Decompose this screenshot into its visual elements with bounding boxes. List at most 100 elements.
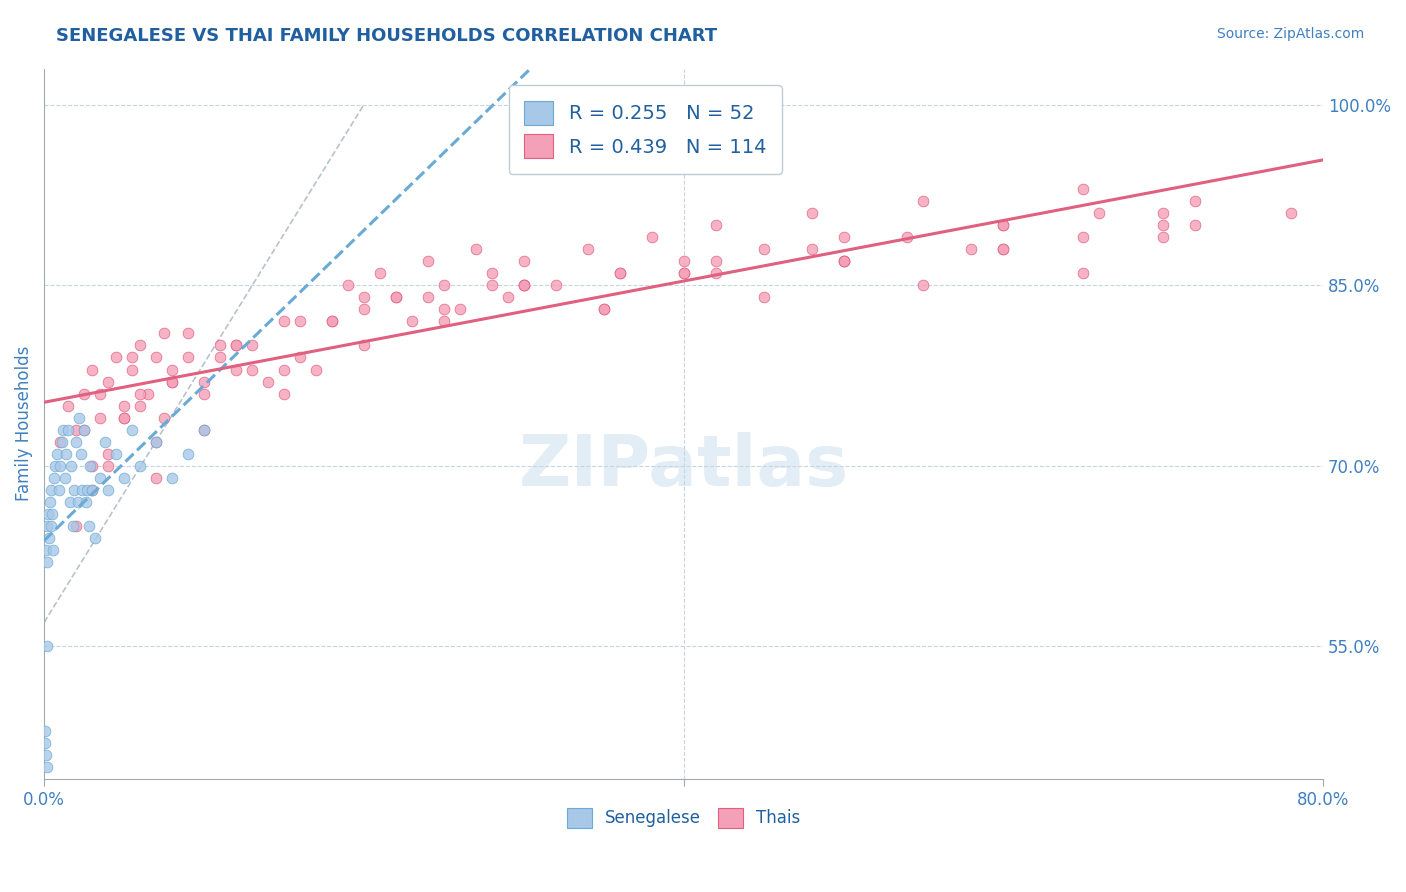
Point (75, 495, 97, 509)
Point (72, 483, 94, 497)
Point (832, 254, 855, 268)
Point (321, 314, 343, 328)
Point (59, 495, 82, 509)
Point (433, 302, 456, 317)
Point (513, 278, 536, 293)
Point (433, 278, 456, 293)
Point (97, 375, 120, 389)
Point (800, 242, 823, 256)
Point (121, 351, 143, 365)
Point (145, 434, 167, 449)
Point (704, 266, 727, 280)
Point (73, 423, 96, 437)
Point (193, 386, 215, 401)
Point (225, 338, 247, 352)
Point (672, 266, 695, 280)
Point (177, 447, 200, 461)
Point (273, 362, 295, 376)
Point (160, 471, 183, 485)
Point (513, 278, 536, 293)
Point (44, 458, 66, 473)
Point (368, 266, 391, 280)
Point (225, 362, 247, 376)
Point (97, 458, 120, 473)
Point (832, 254, 855, 268)
Point (52, 423, 75, 437)
Point (80, 483, 103, 497)
Point (401, 314, 423, 328)
Point (225, 338, 247, 352)
Legend: Senegalese, Thais: Senegalese, Thais (560, 801, 807, 835)
Point (160, 375, 183, 389)
Point (177, 351, 200, 365)
Point (481, 278, 503, 293)
Point (60, 458, 83, 473)
Point (1088, 206, 1111, 220)
Point (592, 302, 614, 317)
Point (481, 266, 503, 280)
Point (89, 386, 111, 401)
Point (34, 736, 56, 750)
Point (97, 447, 120, 461)
Point (993, 218, 1015, 232)
Point (240, 362, 263, 376)
Point (56, 423, 79, 437)
Point (65, 434, 87, 449)
Point (257, 375, 280, 389)
Point (112, 471, 135, 485)
Point (37, 507, 59, 521)
Point (160, 362, 183, 376)
Point (353, 302, 375, 317)
Point (112, 410, 135, 425)
Point (1071, 266, 1094, 280)
Point (48, 483, 70, 497)
Point (39, 483, 62, 497)
Point (513, 278, 536, 293)
Point (496, 290, 519, 304)
Point (45, 447, 67, 461)
Point (35, 747, 58, 762)
Point (41, 507, 63, 521)
Point (288, 314, 311, 328)
Point (993, 242, 1015, 256)
Point (800, 206, 823, 220)
Point (1152, 230, 1174, 244)
Point (37, 555, 59, 569)
Point (1071, 230, 1094, 244)
Point (832, 230, 855, 244)
Point (79, 458, 101, 473)
Point (35, 543, 58, 558)
Point (37, 640, 59, 654)
Point (1279, 206, 1302, 220)
Point (49, 458, 72, 473)
Text: ZIPatlas: ZIPatlas (519, 432, 849, 500)
Point (38, 531, 60, 545)
Point (153, 326, 176, 341)
Point (80, 483, 103, 497)
Point (513, 254, 536, 268)
Point (136, 386, 159, 401)
Point (153, 410, 176, 425)
Point (49, 434, 72, 449)
Point (42, 543, 65, 558)
Point (121, 362, 143, 376)
Point (336, 278, 359, 293)
Point (544, 278, 567, 293)
Point (62, 519, 84, 533)
Point (112, 410, 135, 425)
Point (94, 434, 117, 449)
Point (42, 471, 65, 485)
Point (449, 302, 471, 317)
Point (112, 399, 135, 413)
Point (433, 314, 456, 328)
Point (66, 495, 89, 509)
Point (56, 399, 79, 413)
Point (704, 218, 727, 232)
Point (832, 254, 855, 268)
Point (704, 254, 727, 268)
Point (97, 483, 120, 497)
Point (1071, 182, 1094, 196)
Point (34, 723, 56, 738)
Point (145, 351, 167, 365)
Point (145, 471, 167, 485)
